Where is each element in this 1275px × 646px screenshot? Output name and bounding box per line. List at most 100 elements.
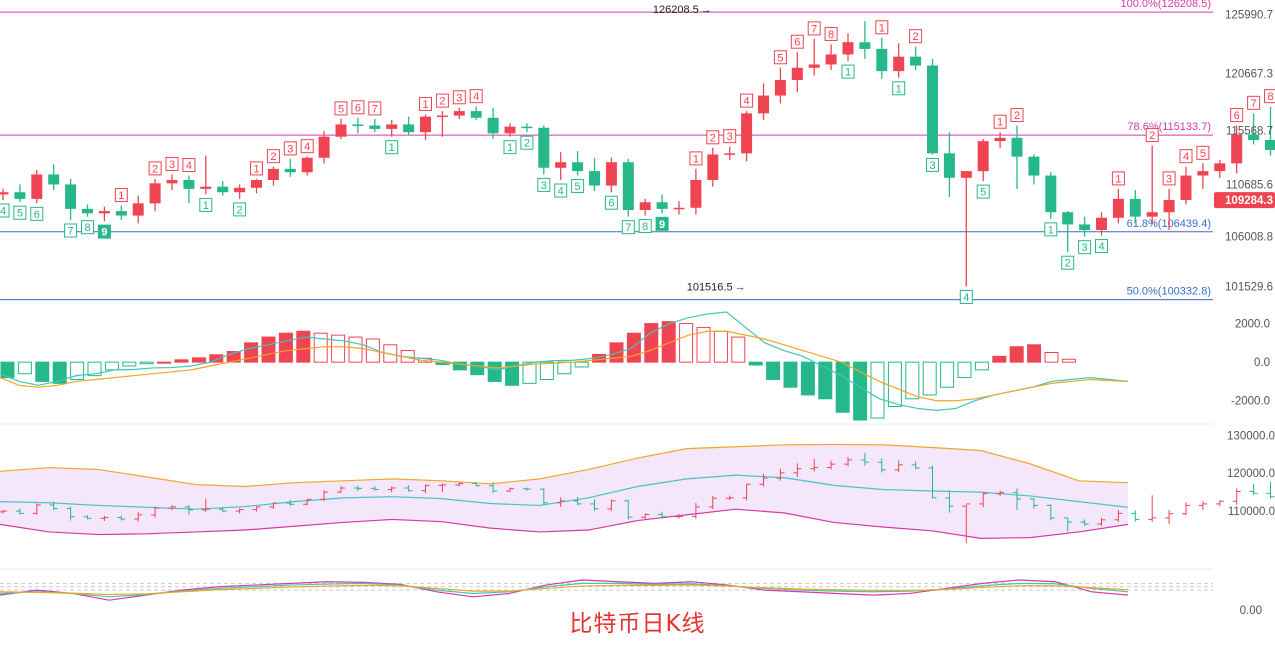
- td-count-text: 7: [68, 226, 74, 238]
- td-count-label: 7: [808, 22, 820, 36]
- macd-histogram-bar: [140, 362, 153, 364]
- candle-body: [336, 124, 347, 136]
- candle-body: [792, 68, 803, 80]
- candle-body: [167, 180, 178, 183]
- candle-body: [14, 192, 25, 199]
- td-count-text: 7: [1251, 98, 1257, 110]
- td-count-label: 5: [14, 206, 26, 220]
- macd-line-fast: [0, 312, 1128, 410]
- td-count-label: 4: [470, 90, 482, 104]
- candle-body: [690, 180, 701, 208]
- td-count-label: 4: [960, 290, 972, 304]
- macd-histogram-bar: [1028, 345, 1041, 362]
- td-count-text: 5: [1200, 148, 1206, 160]
- candle-body: [521, 127, 532, 128]
- y-tick-label: 125990.7: [1225, 10, 1273, 22]
- y-tick-label: -2000.0: [1231, 396, 1270, 408]
- candle-body: [1231, 134, 1242, 163]
- td-count-text: 7: [625, 222, 631, 234]
- td-count-label: 2: [149, 162, 161, 176]
- td-count-label: 5: [977, 185, 989, 199]
- td-count-label: 8: [825, 27, 837, 40]
- td-count-label: 7: [1248, 96, 1260, 110]
- td-count-label: 3: [284, 142, 296, 156]
- candle-body: [572, 162, 583, 171]
- td-count-text: 7: [811, 23, 817, 35]
- candle-body: [843, 42, 854, 54]
- td-count-label: 2: [267, 150, 279, 164]
- candle-body: [1113, 199, 1124, 218]
- candle-body: [724, 153, 735, 155]
- td-count-text: 4: [963, 292, 969, 304]
- candle-body: [454, 111, 465, 115]
- td-count-text: 5: [338, 103, 344, 115]
- macd-histogram-bar: [1010, 347, 1023, 362]
- candle-body: [268, 169, 279, 180]
- td-count-label: 3: [1163, 172, 1175, 186]
- candle-body: [65, 184, 76, 208]
- td-count-text: 1: [879, 22, 885, 34]
- td-count-text: 2: [913, 31, 919, 43]
- td-count-text: 6: [1234, 110, 1240, 122]
- td-count-text: 6: [355, 102, 361, 114]
- macd-histogram-bar: [297, 331, 310, 362]
- macd-histogram-bar: [540, 362, 553, 379]
- td-count-text: 4: [558, 186, 564, 198]
- macd-histogram-bar: [175, 360, 188, 362]
- td-count-label: 3: [538, 178, 550, 192]
- td-count-label: 5: [1197, 146, 1209, 160]
- y-tick-label: 115568.7: [1226, 125, 1273, 137]
- td-count-text: 8: [1267, 91, 1273, 103]
- td-count-text: 4: [304, 141, 310, 153]
- candle-body: [1028, 157, 1039, 176]
- td-count-label: 4: [741, 94, 753, 108]
- candle-body: [741, 113, 752, 153]
- td-count-label: 2: [1011, 109, 1023, 123]
- candle-body: [437, 116, 448, 118]
- td-count-label: 4: [1180, 150, 1192, 164]
- candle-body: [707, 154, 718, 180]
- candle-body: [0, 192, 9, 194]
- td-count-label: 1: [893, 82, 905, 96]
- y-tick-label: 120667.3: [1225, 69, 1273, 81]
- macd-histogram-bar: [714, 331, 727, 362]
- td-count-label: 1: [420, 97, 432, 111]
- td-count-label: 5: [335, 102, 347, 116]
- td-count-text: 8: [84, 222, 90, 234]
- macd-histogram-bar: [645, 324, 658, 363]
- candle-body: [82, 209, 93, 213]
- td-count-text: 8: [642, 221, 648, 233]
- td-count-label: 5: [572, 180, 584, 194]
- td-count-text: 2: [237, 204, 243, 216]
- td-count-text: 2: [439, 96, 445, 108]
- candle-body: [352, 124, 363, 126]
- td-count-text: 3: [1166, 173, 1172, 185]
- td-count-label: 1: [876, 21, 888, 35]
- macd-histogram-bar: [18, 362, 31, 374]
- macd-histogram-bar: [958, 362, 971, 377]
- candle-body: [150, 183, 161, 203]
- td-count-label: 4: [555, 184, 567, 198]
- candle-body: [505, 127, 516, 134]
- td-count-label: 1: [1112, 172, 1124, 186]
- td-count-text: 3: [287, 143, 293, 155]
- macd-histogram-bar: [767, 362, 780, 379]
- td-count-text: 7: [372, 103, 378, 115]
- td-count-label: 2: [436, 94, 448, 108]
- td-count-label: 6: [31, 207, 43, 221]
- td-count-text: 2: [1014, 110, 1020, 122]
- td-count-text: 8: [828, 29, 834, 41]
- candle-body: [826, 54, 837, 64]
- macd-histogram-bar: [192, 358, 205, 362]
- macd-histogram-bar: [575, 362, 588, 367]
- td-count-text: 3: [727, 131, 733, 143]
- candle-body: [978, 141, 989, 171]
- macd-histogram-bar: [105, 362, 118, 370]
- candle-body: [1096, 218, 1107, 230]
- oscillator-pane: [0, 580, 1213, 600]
- td-count-text: 2: [1065, 258, 1071, 270]
- macd-histogram-bar: [123, 362, 136, 366]
- candle-body: [99, 211, 110, 213]
